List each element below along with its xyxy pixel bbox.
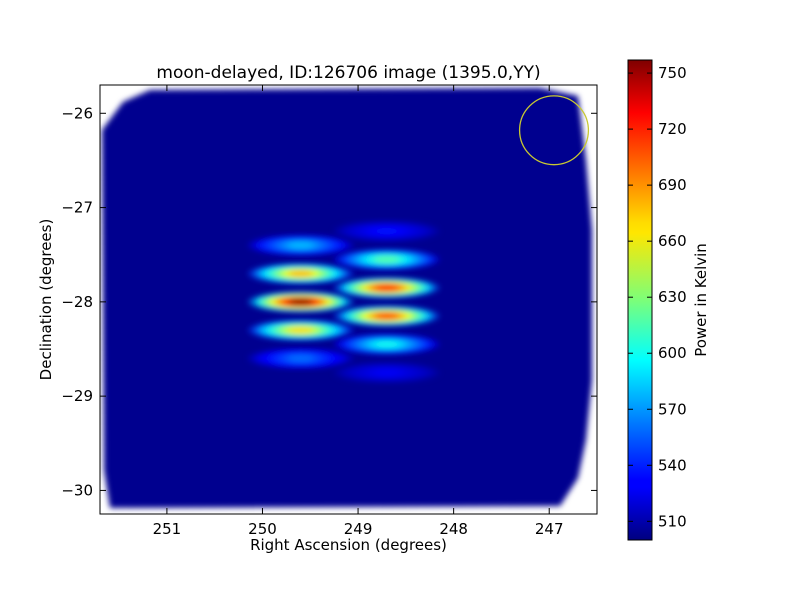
marker-circle	[518, 95, 590, 166]
x-axis-label: Right Ascension (degrees)	[250, 536, 447, 554]
colorbar-tick-label: 540	[658, 456, 687, 474]
fringe-10	[334, 362, 440, 383]
x-tick-label: 251	[153, 520, 182, 538]
fringe-8	[334, 305, 440, 327]
fringe-6	[334, 249, 440, 270]
y-tick-label: −26	[61, 104, 93, 122]
fringe-8-level-6	[374, 312, 400, 320]
colorbar-tick-label: 510	[658, 512, 687, 530]
fringe-9-level-6	[374, 340, 400, 348]
y-tick-label: −30	[61, 481, 93, 499]
fringe-3	[248, 319, 354, 341]
x-tick-label: 250	[248, 520, 277, 538]
fringe-2	[248, 291, 354, 313]
y-axis-label: Declination (degrees)	[37, 219, 55, 381]
colorbar-tick-label: 690	[658, 176, 687, 194]
fringe-1	[248, 263, 354, 284]
plot-frame	[99, 84, 598, 515]
x-tick-label: 248	[439, 520, 468, 538]
fringe-3-level-6	[288, 326, 314, 334]
colorbar-label: Power in Kelvin	[692, 243, 710, 357]
colorbar-tick-label: 600	[658, 344, 687, 362]
colorbar: 510 540 570 600 630 660 690 720 750 Power in Kel…	[627, 59, 710, 541]
colorbar-tick-label: 660	[658, 232, 687, 250]
fringe-10-level-6	[374, 369, 400, 376]
fringe-6-level-6	[374, 256, 400, 263]
fringe-0-level-6	[288, 241, 314, 249]
fringe-5-level-6	[374, 227, 400, 235]
colorbar-gradient	[627, 59, 653, 541]
fringe-7-level-6	[374, 284, 400, 292]
fringe-7	[334, 277, 440, 299]
fringe-5	[334, 220, 440, 242]
fringe-4-level-6	[288, 355, 314, 362]
colorbar-tick-label: 570	[658, 400, 687, 418]
x-tick-label: 249	[344, 520, 373, 538]
y-axis-ticks: −26 −27 −28 −29 −30	[61, 104, 597, 499]
colorbar-tick-label: 630	[658, 288, 687, 306]
fringe-1-level-6	[288, 270, 314, 277]
x-axis-ticks: 251 250 249 248 247	[153, 85, 564, 538]
fringe-2-level-6	[288, 298, 314, 306]
fringe-0	[248, 234, 354, 256]
fringe-layer	[248, 220, 440, 383]
colorbar-ticks: 510 540 570 600 630 660 690 720 750	[628, 64, 687, 530]
y-tick-label: −28	[61, 293, 93, 311]
colorbar-tick-label: 720	[658, 120, 687, 138]
y-tick-label: −29	[61, 387, 93, 405]
x-tick-label: 247	[535, 520, 564, 538]
chart-title: moon-delayed, ID:126706 image (1395.0,YY…	[156, 63, 540, 83]
plot-area: 251 250 249 248 247 −26 −27 −28 −29 −30	[61, 84, 598, 538]
colorbar-tick-label: 750	[658, 64, 687, 82]
fringe-9	[334, 333, 440, 355]
fringe-4	[248, 348, 354, 369]
y-tick-label: −27	[61, 199, 93, 217]
